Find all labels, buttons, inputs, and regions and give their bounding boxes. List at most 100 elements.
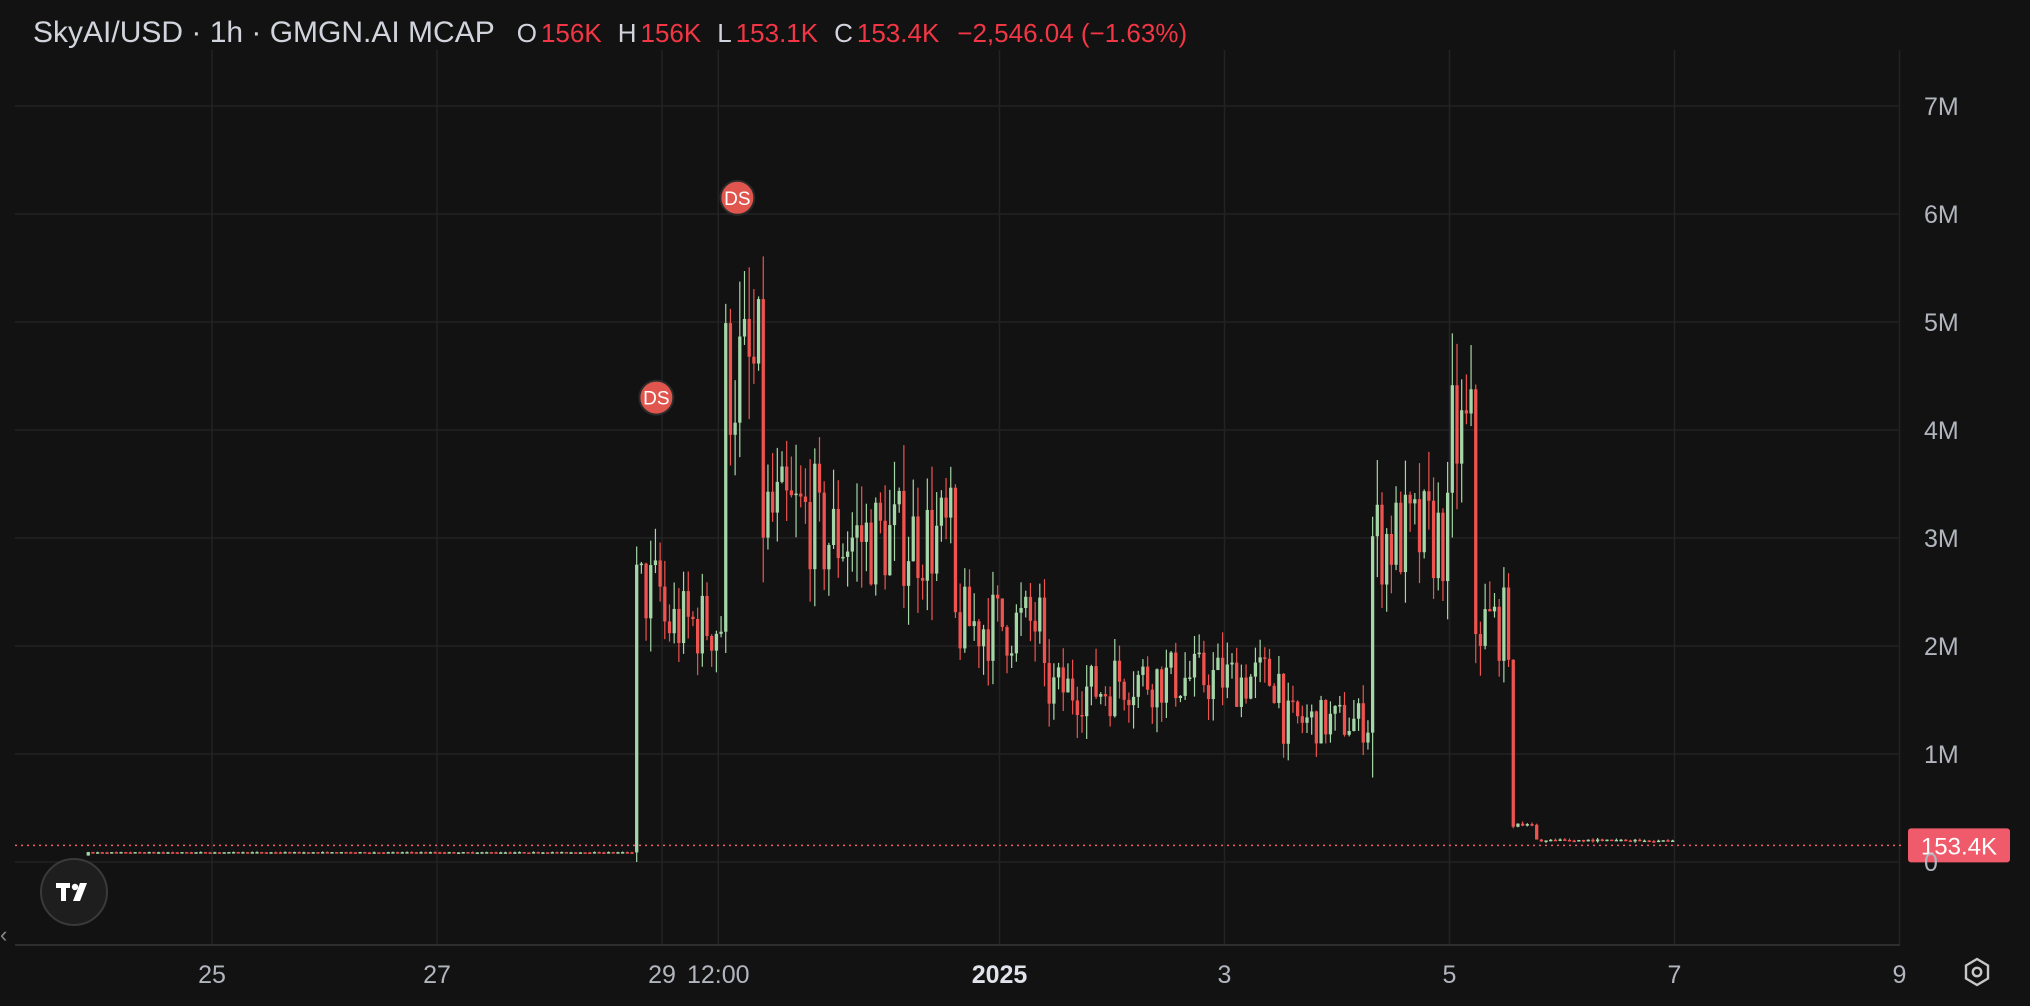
candle-body (1436, 512, 1440, 579)
change-value: −2,546.04 (−1.63%) (957, 18, 1188, 48)
y-tick-label: 6M (1924, 201, 1959, 229)
candle-body (1178, 695, 1183, 699)
candle-body (147, 852, 151, 854)
current-price-label-bg (1908, 828, 2010, 863)
candle-body (775, 481, 779, 513)
candle-body (1399, 502, 1403, 573)
candle-body (1408, 494, 1412, 504)
candle-body (255, 852, 259, 854)
candle-body (1488, 609, 1492, 612)
y-tick-label: 4M (1924, 417, 1959, 445)
ds-marker-circle (638, 379, 675, 416)
candle-body (855, 525, 859, 538)
candle-body (438, 852, 442, 854)
candle-body (1000, 598, 1004, 627)
candle-body (1033, 620, 1037, 632)
candle-body (442, 852, 447, 854)
candle-body (1403, 494, 1408, 573)
candle-body (864, 522, 869, 542)
candle-body (836, 508, 840, 559)
candle-body (1080, 714, 1084, 717)
candle-body (245, 852, 250, 854)
candle-body (1052, 677, 1056, 704)
candle-body (1563, 839, 1567, 841)
candle-body (813, 463, 817, 570)
candle-body (1389, 533, 1394, 565)
chevron-left-icon[interactable]: ‹ (0, 922, 8, 947)
low-value: 153.1K (735, 18, 819, 48)
candle-body (874, 502, 878, 585)
candle-body (1478, 634, 1483, 646)
candle-body (114, 852, 119, 854)
candle-body (1169, 652, 1173, 668)
candle-body (705, 595, 709, 637)
ds-marker[interactable]: DS (719, 179, 756, 216)
candle-body (391, 852, 395, 854)
candle-body (1666, 840, 1670, 842)
tradingview-logo-icon[interactable] (40, 858, 108, 926)
candle-body (555, 852, 559, 854)
candle-body (1310, 711, 1314, 718)
y-axis: 0 1M 2M 3M 4M 5M 6M 7M (1924, 93, 1959, 877)
candle-body (222, 852, 226, 854)
candle-body (1572, 840, 1576, 843)
candle-body (799, 493, 803, 497)
candle-body (185, 852, 189, 854)
candle-body (1277, 673, 1281, 703)
candle-body (124, 852, 128, 854)
candle-body (494, 852, 498, 854)
candle-body (789, 490, 794, 496)
candle-body (110, 852, 114, 854)
candle-body (1202, 652, 1206, 686)
candle-body (1267, 658, 1272, 686)
candle-body (517, 852, 522, 854)
candle-body (1263, 657, 1267, 659)
candle-body (1361, 703, 1365, 743)
candle-body (381, 852, 386, 854)
candle-body (128, 852, 133, 854)
candle-body (1174, 652, 1178, 699)
candle-body (1530, 824, 1534, 826)
candle-body (292, 852, 297, 854)
candle-body (728, 323, 733, 435)
ds-marker[interactable]: DS (638, 379, 675, 416)
candle-body (1506, 587, 1511, 660)
candle-body (405, 852, 409, 854)
candle-body (344, 852, 348, 854)
candle-body (1417, 499, 1422, 553)
candle-body (1356, 703, 1361, 719)
candle-body (841, 556, 845, 559)
candle-body (311, 852, 315, 854)
candle-body (372, 852, 376, 854)
candle-body (677, 608, 681, 644)
candle-body (1352, 718, 1356, 731)
grid (15, 50, 1901, 946)
candles (86, 256, 1675, 862)
candle-body (1235, 662, 1239, 707)
x-tick-label: 29 (648, 961, 676, 989)
candle-body (770, 491, 775, 513)
candle-body (588, 852, 592, 854)
settings-glyph (1964, 957, 1990, 987)
candle-body (644, 563, 648, 619)
settings-hexagon-icon[interactable] (1960, 955, 1994, 989)
candle-body (1005, 626, 1009, 656)
candle-body (260, 852, 264, 854)
candle-body (1145, 666, 1150, 690)
candle-body (1366, 732, 1370, 743)
candle-body (747, 318, 751, 357)
candle-body (1591, 839, 1595, 842)
candle-body (569, 852, 573, 854)
candle-body (508, 852, 512, 854)
candle-body (1258, 657, 1262, 663)
candle-body (1103, 694, 1108, 697)
candle-body (1427, 491, 1431, 501)
candle-body (700, 595, 704, 654)
candle-body (208, 852, 212, 854)
candle-body (817, 463, 822, 493)
candle-body (606, 852, 611, 854)
candle-body (386, 852, 390, 854)
candle-body (320, 852, 325, 854)
candle-body (1431, 500, 1436, 579)
